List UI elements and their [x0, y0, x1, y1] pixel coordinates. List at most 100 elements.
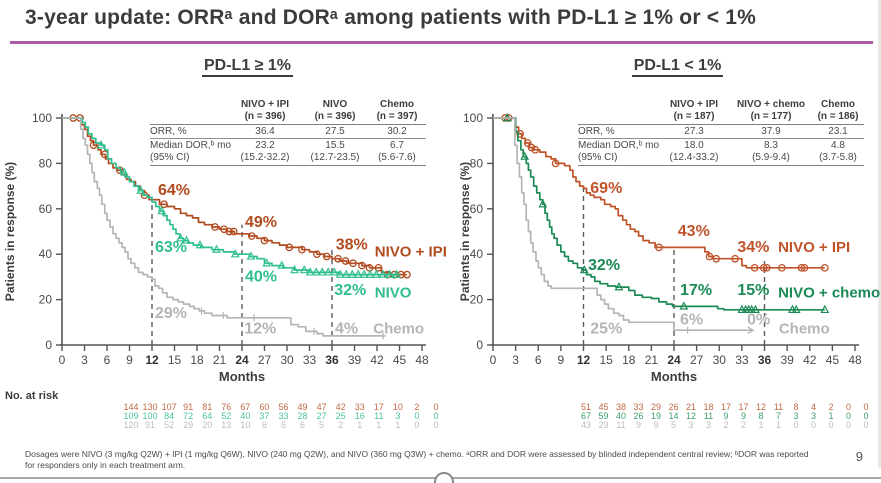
svg-text:20: 20 [202, 420, 212, 430]
x-tick-label: 21 [645, 353, 659, 367]
at-risk-row-nivo-ipi: 51 45 38 33 29 26 21 18 17 17 12 11 8 4 2 0 0 [581, 402, 869, 412]
stats-table-row: ORR, % 36.4 27.5 30.2 [150, 125, 426, 140]
svg-text:3: 3 [811, 411, 816, 421]
annotation-6: 6% [680, 312, 703, 329]
svg-text:17: 17 [738, 402, 748, 412]
x-tick-label: 6 [535, 353, 542, 367]
stats-table-cell: Chemo (n = 397) [376, 99, 418, 122]
svg-text:0: 0 [863, 402, 868, 412]
x-tick-label: 15 [168, 353, 182, 367]
svg-text:1: 1 [828, 411, 833, 421]
at-risk-row-chemo: 43 29 11 9 9 5 3 3 2 2 1 1 0 0 0 0 0 [581, 420, 869, 430]
x-tick-label: 27 [258, 353, 272, 367]
annotation-0: 0% [747, 312, 770, 329]
x-tick-label: 0 [59, 353, 66, 367]
svg-text:14: 14 [668, 411, 678, 421]
y-tick-label: 60 [39, 202, 53, 216]
svg-text:130: 130 [143, 402, 158, 412]
svg-text:5: 5 [319, 420, 324, 430]
svg-text:2: 2 [723, 420, 728, 430]
x-tick-label: 33 [735, 353, 749, 367]
y-tick-label: 40 [39, 247, 53, 261]
x-tick-label: 0 [490, 353, 497, 367]
scrubber-handle-icon[interactable] [434, 472, 454, 483]
svg-text:120: 120 [123, 420, 138, 430]
x-tick-label: 30 [280, 353, 294, 367]
x-tick-label: 48 [415, 353, 429, 367]
x-tick-label: 45 [393, 353, 407, 367]
annotation-38: 38% [336, 237, 368, 254]
stats-table-row: NIVO + IPI (n = 396) NIVO (n = 396) Chemo (n … [150, 98, 426, 125]
curve-nivo-ipi [62, 117, 407, 276]
annotation-32: 32% [334, 282, 366, 299]
stats-table-row: Median DOR,ᵇ mo (95% CI) 23.2 (15.2-32.2) 15… [150, 139, 426, 166]
x-tick-label: 30 [713, 353, 727, 367]
x-tick-label: 9 [126, 353, 133, 367]
markers-chemo [684, 326, 755, 335]
svg-text:26: 26 [668, 402, 678, 412]
svg-text:0: 0 [863, 411, 868, 421]
y-tick-label: 40 [470, 247, 484, 261]
markers-chemo [198, 307, 386, 340]
x-tick-label: 18 [622, 353, 636, 367]
x-tick-label: 3 [512, 353, 519, 367]
svg-text:9: 9 [723, 411, 728, 421]
annotation-nivo-ipi: NIVO + IPI [375, 243, 447, 260]
y-axis-label: Patients in response (%) [3, 162, 17, 301]
annotation-34: 34% [737, 239, 769, 256]
svg-text:0: 0 [811, 420, 816, 430]
svg-text:12: 12 [756, 402, 766, 412]
curve-chemo [493, 117, 752, 332]
x-tick-label: 42 [370, 353, 384, 367]
y-tick-label: 60 [470, 202, 484, 216]
stats-table-cell: 8.3 (5.9-9.4) [752, 140, 790, 164]
svg-text:91: 91 [145, 420, 155, 430]
x-tick-label: 12 [145, 353, 159, 367]
annotation-nivo-ipi: NIVO + IPI [778, 239, 850, 256]
svg-text:0: 0 [846, 420, 851, 430]
title-underline [10, 41, 873, 44]
annotation-4: 4% [335, 321, 358, 338]
y-tick-label: 80 [470, 156, 484, 170]
left-stats-table: NIVO + IPI (n = 396) NIVO (n = 396) Chemo (n … [150, 98, 426, 166]
svg-text:10: 10 [240, 420, 250, 430]
annotation-69: 69% [590, 180, 622, 197]
annotation-32: 32% [588, 257, 620, 274]
markers-nivo [96, 140, 401, 278]
curve-chemo [62, 117, 385, 337]
x-tick-label: 21 [213, 353, 227, 367]
svg-text:3: 3 [793, 411, 798, 421]
x-tick-label: 24 [667, 353, 681, 367]
svg-text:64: 64 [202, 411, 212, 421]
svg-text:37: 37 [259, 411, 269, 421]
svg-text:17: 17 [721, 402, 731, 412]
x-tick-label: 15 [599, 353, 613, 367]
annotation-40: 40% [245, 268, 277, 285]
svg-text:11: 11 [774, 402, 783, 412]
svg-text:0: 0 [433, 411, 438, 421]
x-tick-label: 24 [235, 353, 249, 367]
svg-text:52: 52 [221, 411, 231, 421]
x-tick-label: 33 [303, 353, 317, 367]
svg-text:1: 1 [776, 420, 781, 430]
annotation-nivo-chemo: NIVO + chemo [778, 284, 880, 301]
svg-text:144: 144 [123, 402, 138, 412]
svg-text:33: 33 [278, 411, 288, 421]
x-axis-label: Months [219, 369, 265, 384]
svg-text:2: 2 [414, 402, 419, 412]
svg-text:26: 26 [633, 411, 643, 421]
svg-text:0: 0 [846, 402, 851, 412]
svg-text:91: 91 [183, 402, 193, 412]
svg-text:3: 3 [706, 420, 711, 430]
svg-text:28: 28 [298, 411, 308, 421]
stats-table-cell: 23.1 [828, 125, 848, 137]
y-tick-label: 100 [463, 111, 483, 125]
stats-table-cell: NIVO + IPI (n = 187) [669, 99, 719, 122]
svg-text:0: 0 [828, 420, 833, 430]
annotation-49: 49% [245, 214, 277, 231]
x-tick-label: 9 [558, 353, 565, 367]
svg-text:9: 9 [653, 420, 658, 430]
at-risk-row-nivo: 109 100 84 72 64 52 40 37 33 28 27 25 16 11 3 0 0 [123, 411, 438, 421]
